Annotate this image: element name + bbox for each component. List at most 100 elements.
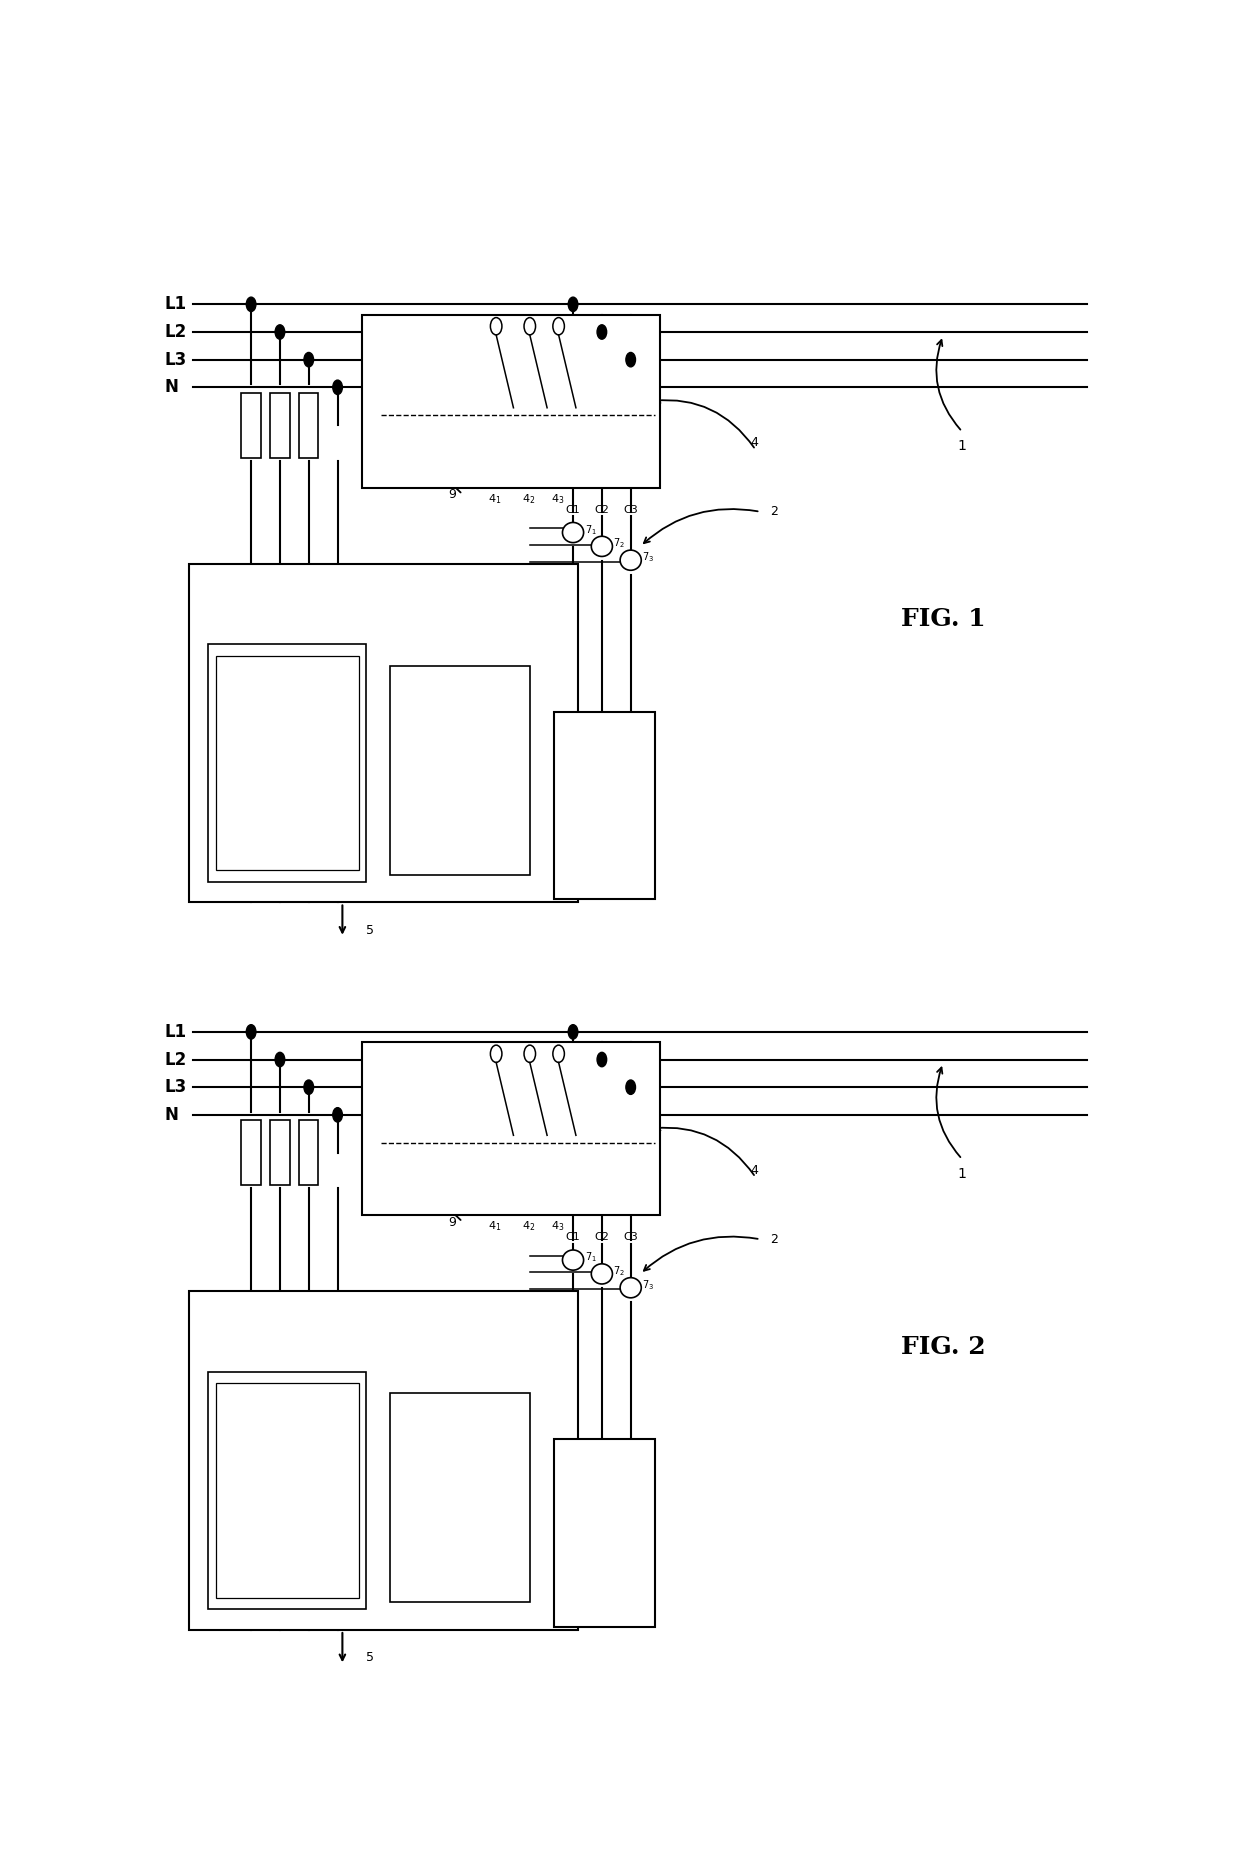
Text: P3: P3 [624, 1132, 637, 1143]
Text: VN: VN [334, 1486, 348, 1495]
Text: 5: 5 [367, 1652, 374, 1663]
Circle shape [568, 1025, 578, 1038]
Circle shape [525, 1046, 536, 1063]
Text: 4$_2$: 4$_2$ [522, 1220, 536, 1233]
Ellipse shape [620, 1278, 641, 1298]
Text: V3: V3 [299, 758, 311, 767]
Text: V1: V1 [227, 1486, 239, 1495]
Text: 8: 8 [467, 1173, 475, 1186]
Circle shape [626, 352, 635, 367]
Circle shape [553, 1046, 564, 1063]
Text: 4$_1$: 4$_1$ [489, 492, 502, 505]
Text: 9: 9 [448, 1216, 456, 1229]
Text: L1: L1 [165, 296, 187, 312]
Text: P2: P2 [595, 404, 609, 415]
Text: C3: C3 [624, 1233, 639, 1242]
Circle shape [626, 1080, 635, 1095]
Text: FIG. 1: FIG. 1 [900, 606, 986, 631]
Circle shape [553, 318, 564, 335]
Text: 1: 1 [957, 440, 966, 453]
Text: 1: 1 [957, 1168, 966, 1181]
Circle shape [525, 318, 536, 335]
Text: 2: 2 [770, 1233, 777, 1246]
Text: 9: 9 [448, 488, 456, 501]
Text: 6: 6 [283, 1620, 291, 1632]
Text: C2: C2 [594, 1233, 609, 1242]
Circle shape [275, 326, 285, 339]
Bar [554, 1439, 655, 1626]
Bar [216, 655, 358, 870]
Text: 6: 6 [283, 892, 291, 906]
Bar [188, 563, 578, 902]
Circle shape [598, 1052, 606, 1066]
Text: L3: L3 [165, 1078, 187, 1096]
Text: 5: 5 [367, 924, 374, 937]
Text: 4$_3$: 4$_3$ [551, 1220, 564, 1233]
Bar [391, 1394, 529, 1602]
Text: 4$_1$: 4$_1$ [489, 1220, 502, 1233]
Text: 7,10: 7,10 [439, 1613, 467, 1626]
Text: C2: C2 [594, 505, 609, 515]
Bar [391, 666, 529, 876]
Circle shape [490, 1046, 502, 1063]
Bar [188, 1291, 578, 1630]
Bar [362, 1042, 660, 1214]
Text: P1: P1 [567, 404, 580, 415]
Ellipse shape [563, 522, 584, 543]
Circle shape [490, 318, 502, 335]
Text: N: N [165, 378, 179, 397]
Text: C3: C3 [624, 505, 639, 515]
Text: V1: V1 [227, 758, 239, 767]
Text: 7$_2$: 7$_2$ [614, 537, 625, 550]
Text: 7$_2$: 7$_2$ [614, 1265, 625, 1278]
Bar [216, 1383, 358, 1598]
Text: 4: 4 [751, 436, 759, 449]
Circle shape [304, 1080, 314, 1095]
Text: 4$_2$: 4$_2$ [522, 492, 536, 505]
Text: L2: L2 [165, 324, 187, 341]
Text: 3: 3 [599, 1514, 610, 1532]
Bar [270, 393, 290, 458]
Circle shape [304, 352, 314, 367]
Text: 8: 8 [467, 447, 475, 460]
Text: L2: L2 [165, 1050, 187, 1068]
Bar [554, 711, 655, 900]
Circle shape [247, 1025, 255, 1038]
Text: 7$_3$: 7$_3$ [642, 550, 655, 565]
Bar [270, 1121, 290, 1186]
Text: 2: 2 [770, 505, 777, 518]
Text: 7: 7 [449, 885, 458, 898]
Text: N: N [165, 1106, 179, 1124]
Circle shape [275, 1052, 285, 1066]
Bar [208, 1371, 367, 1609]
Ellipse shape [591, 537, 613, 556]
Circle shape [598, 326, 606, 339]
Bar [242, 393, 260, 458]
Text: VN: VN [334, 758, 348, 767]
Text: P3: P3 [624, 404, 637, 415]
Text: L3: L3 [165, 350, 187, 369]
Text: V2: V2 [263, 758, 275, 767]
Text: FIG. 2: FIG. 2 [900, 1334, 986, 1358]
Text: 4$_3$: 4$_3$ [551, 492, 564, 505]
Ellipse shape [620, 550, 641, 571]
Text: 7$_3$: 7$_3$ [642, 1278, 655, 1291]
Circle shape [568, 297, 578, 312]
Circle shape [332, 1108, 342, 1123]
Text: 7$_1$: 7$_1$ [584, 522, 596, 537]
Circle shape [247, 297, 255, 312]
Text: 7$_1$: 7$_1$ [584, 1250, 596, 1265]
Bar [362, 314, 660, 488]
Text: I1,I2,I3: I1,I2,I3 [441, 1461, 479, 1472]
Text: 4: 4 [751, 1164, 759, 1177]
Bar [299, 1121, 319, 1186]
Text: C1: C1 [565, 505, 580, 515]
Text: V3: V3 [299, 1486, 311, 1495]
Ellipse shape [591, 1263, 613, 1284]
Bar [299, 393, 319, 458]
Bar [208, 644, 367, 881]
Circle shape [332, 380, 342, 395]
Text: 3: 3 [599, 788, 610, 805]
Text: I1, I2, I3: I1, I2, I3 [438, 765, 482, 775]
Text: L1: L1 [165, 1023, 187, 1040]
